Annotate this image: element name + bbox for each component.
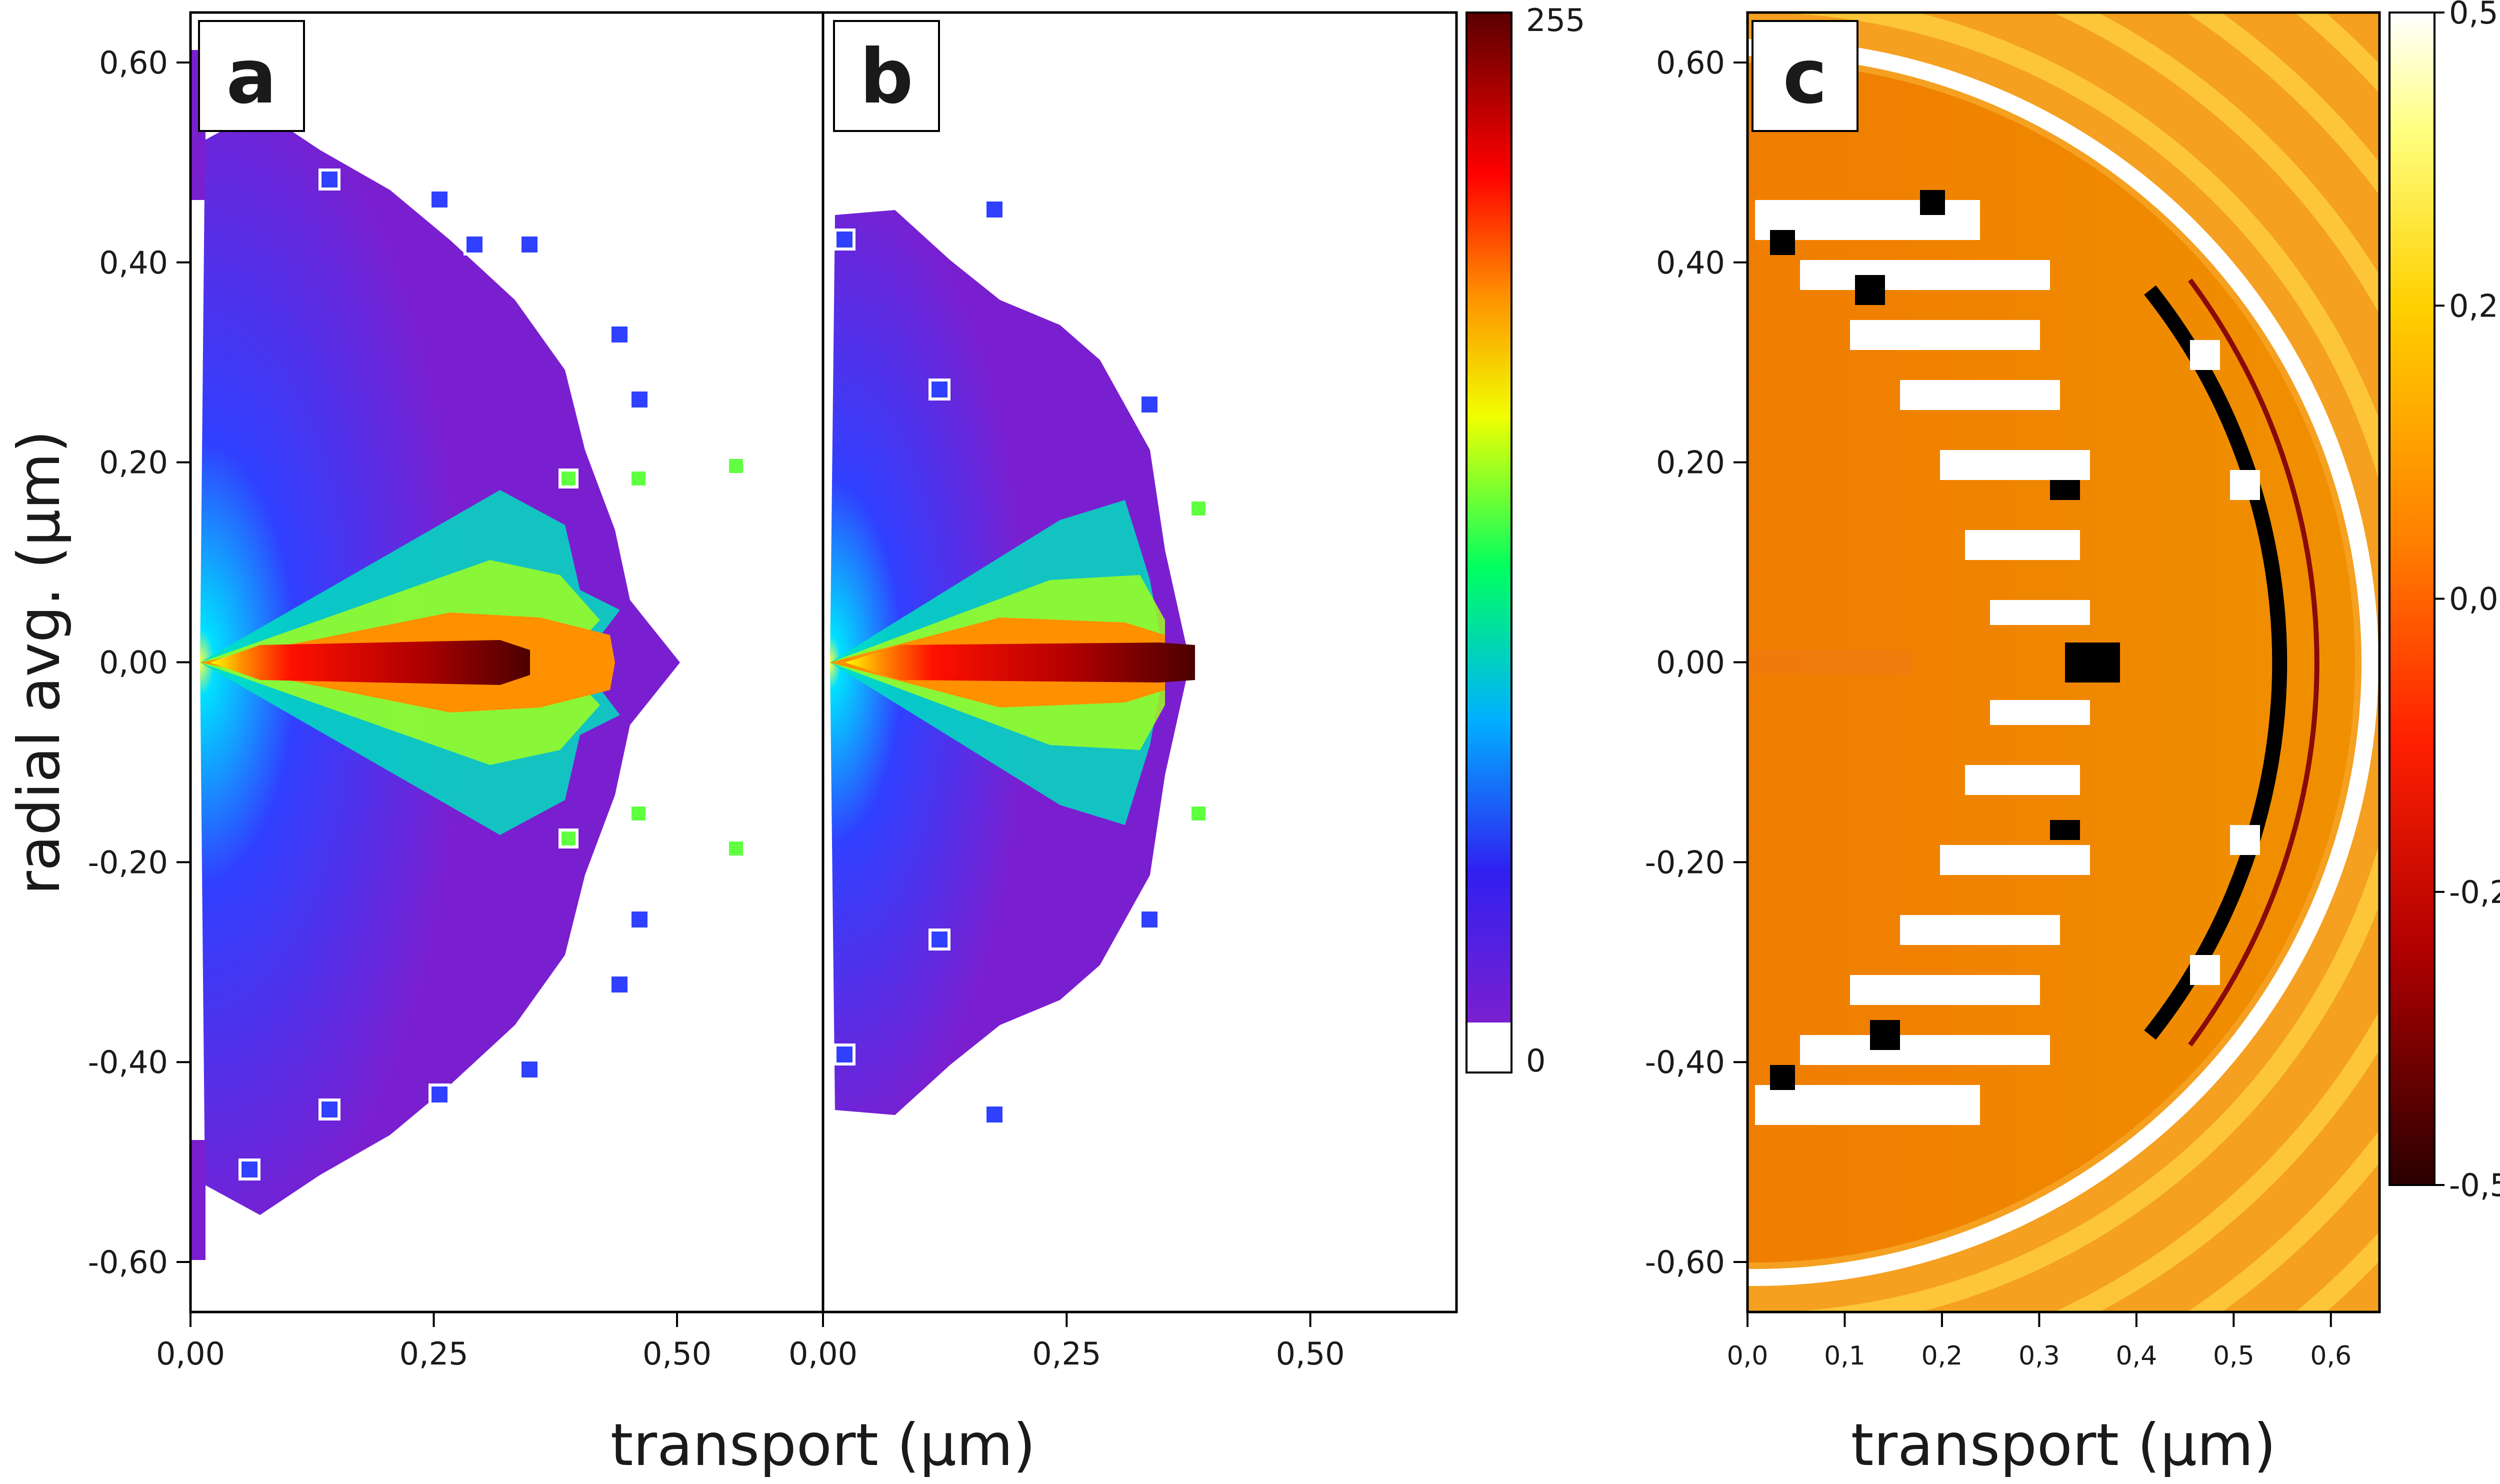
x-tick-label-a: 0,50	[642, 1336, 712, 1372]
x-tick-label-c: 0,2	[1922, 1341, 1963, 1371]
colorbar-hot-tick-label: 0,00	[2449, 581, 2500, 618]
y-tick-label-a: 0,20	[99, 444, 168, 481]
x-tick-label-c: 0,3	[2018, 1341, 2060, 1371]
heatmap-ab-content	[190, 50, 1208, 1260]
y-tick-label-c: -0,60	[1645, 1244, 1725, 1280]
x-tick-label-a: 0,25	[400, 1336, 468, 1372]
colorbar-jet-max-label: 255	[1526, 2, 1585, 38]
y-tick-label-c: 0,00	[1656, 644, 1725, 681]
panel-label-b: b	[860, 34, 913, 120]
y-tick-label-c: 0,20	[1656, 444, 1725, 481]
colorbar-hot-tick-label: -0,25	[2449, 874, 2500, 910]
y-tick-label-c: 0,60	[1656, 44, 1725, 81]
x-tick-label-b: 0,50	[1276, 1336, 1345, 1372]
y-tick-label-a: -0,40	[88, 1044, 168, 1080]
tick-layer: 0,00 0,25 0,500,600,400,200,00-0,20-0,40-0…	[88, 0, 2500, 1372]
colorbar-jet-min-label: 0	[1526, 1042, 1546, 1079]
panel-label-c-box: c	[1752, 20, 1858, 132]
colorbar-hot-tick-label: 0,50	[2449, 0, 2500, 31]
y-tick-label-c: -0,20	[1645, 844, 1725, 880]
y-axis-title: radial avg. (µm)	[6, 430, 73, 894]
y-tick-label-a: 0,00	[99, 644, 168, 681]
x-tick-label-a: 0,00	[156, 1336, 225, 1372]
x-tick-label-c: 0,4	[2116, 1341, 2157, 1371]
x-tick-label-c: 0,1	[1824, 1341, 1866, 1371]
panel-b-cone	[830, 198, 1208, 1126]
y-tick-label-a: -0,60	[88, 1244, 168, 1280]
x-tick-label-b: 0,25	[1032, 1336, 1101, 1372]
panel-a-cone	[190, 50, 746, 1260]
x-tick-label-c: 0,6	[2310, 1341, 2352, 1371]
heatmap-c-content	[1748, 12, 2380, 1312]
x-tick-label-c: 0,5	[2213, 1341, 2254, 1371]
panel-label-a: a	[226, 34, 276, 120]
colorbar-hot-tick-label: -0,50	[2449, 1167, 2500, 1204]
y-tick-label-c: 0,40	[1656, 244, 1725, 281]
x-axis-title-ab: transport (µm)	[610, 1412, 1036, 1479]
panel-label-c: c	[1783, 34, 1828, 120]
y-tick-label-c: -0,40	[1645, 1044, 1725, 1080]
y-tick-label-a: 0,40	[99, 244, 168, 281]
colorbar-hot-tick-label: 0,25	[2449, 288, 2500, 324]
colorbar-hot	[2388, 12, 2436, 1186]
colorbar-jet: 255 0	[1466, 2, 1585, 1079]
y-tick-label-a: -0,20	[88, 844, 168, 880]
panel-label-a-box: a	[198, 20, 305, 132]
y-tick-label-a: 0,60	[99, 44, 168, 81]
panel-label-b-box: b	[833, 20, 940, 132]
x-axis-title-c: transport (µm)	[1851, 1412, 2276, 1479]
x-tick-label-b: 0,00	[788, 1336, 858, 1372]
x-tick-label-c: 0,0	[1727, 1341, 1768, 1371]
